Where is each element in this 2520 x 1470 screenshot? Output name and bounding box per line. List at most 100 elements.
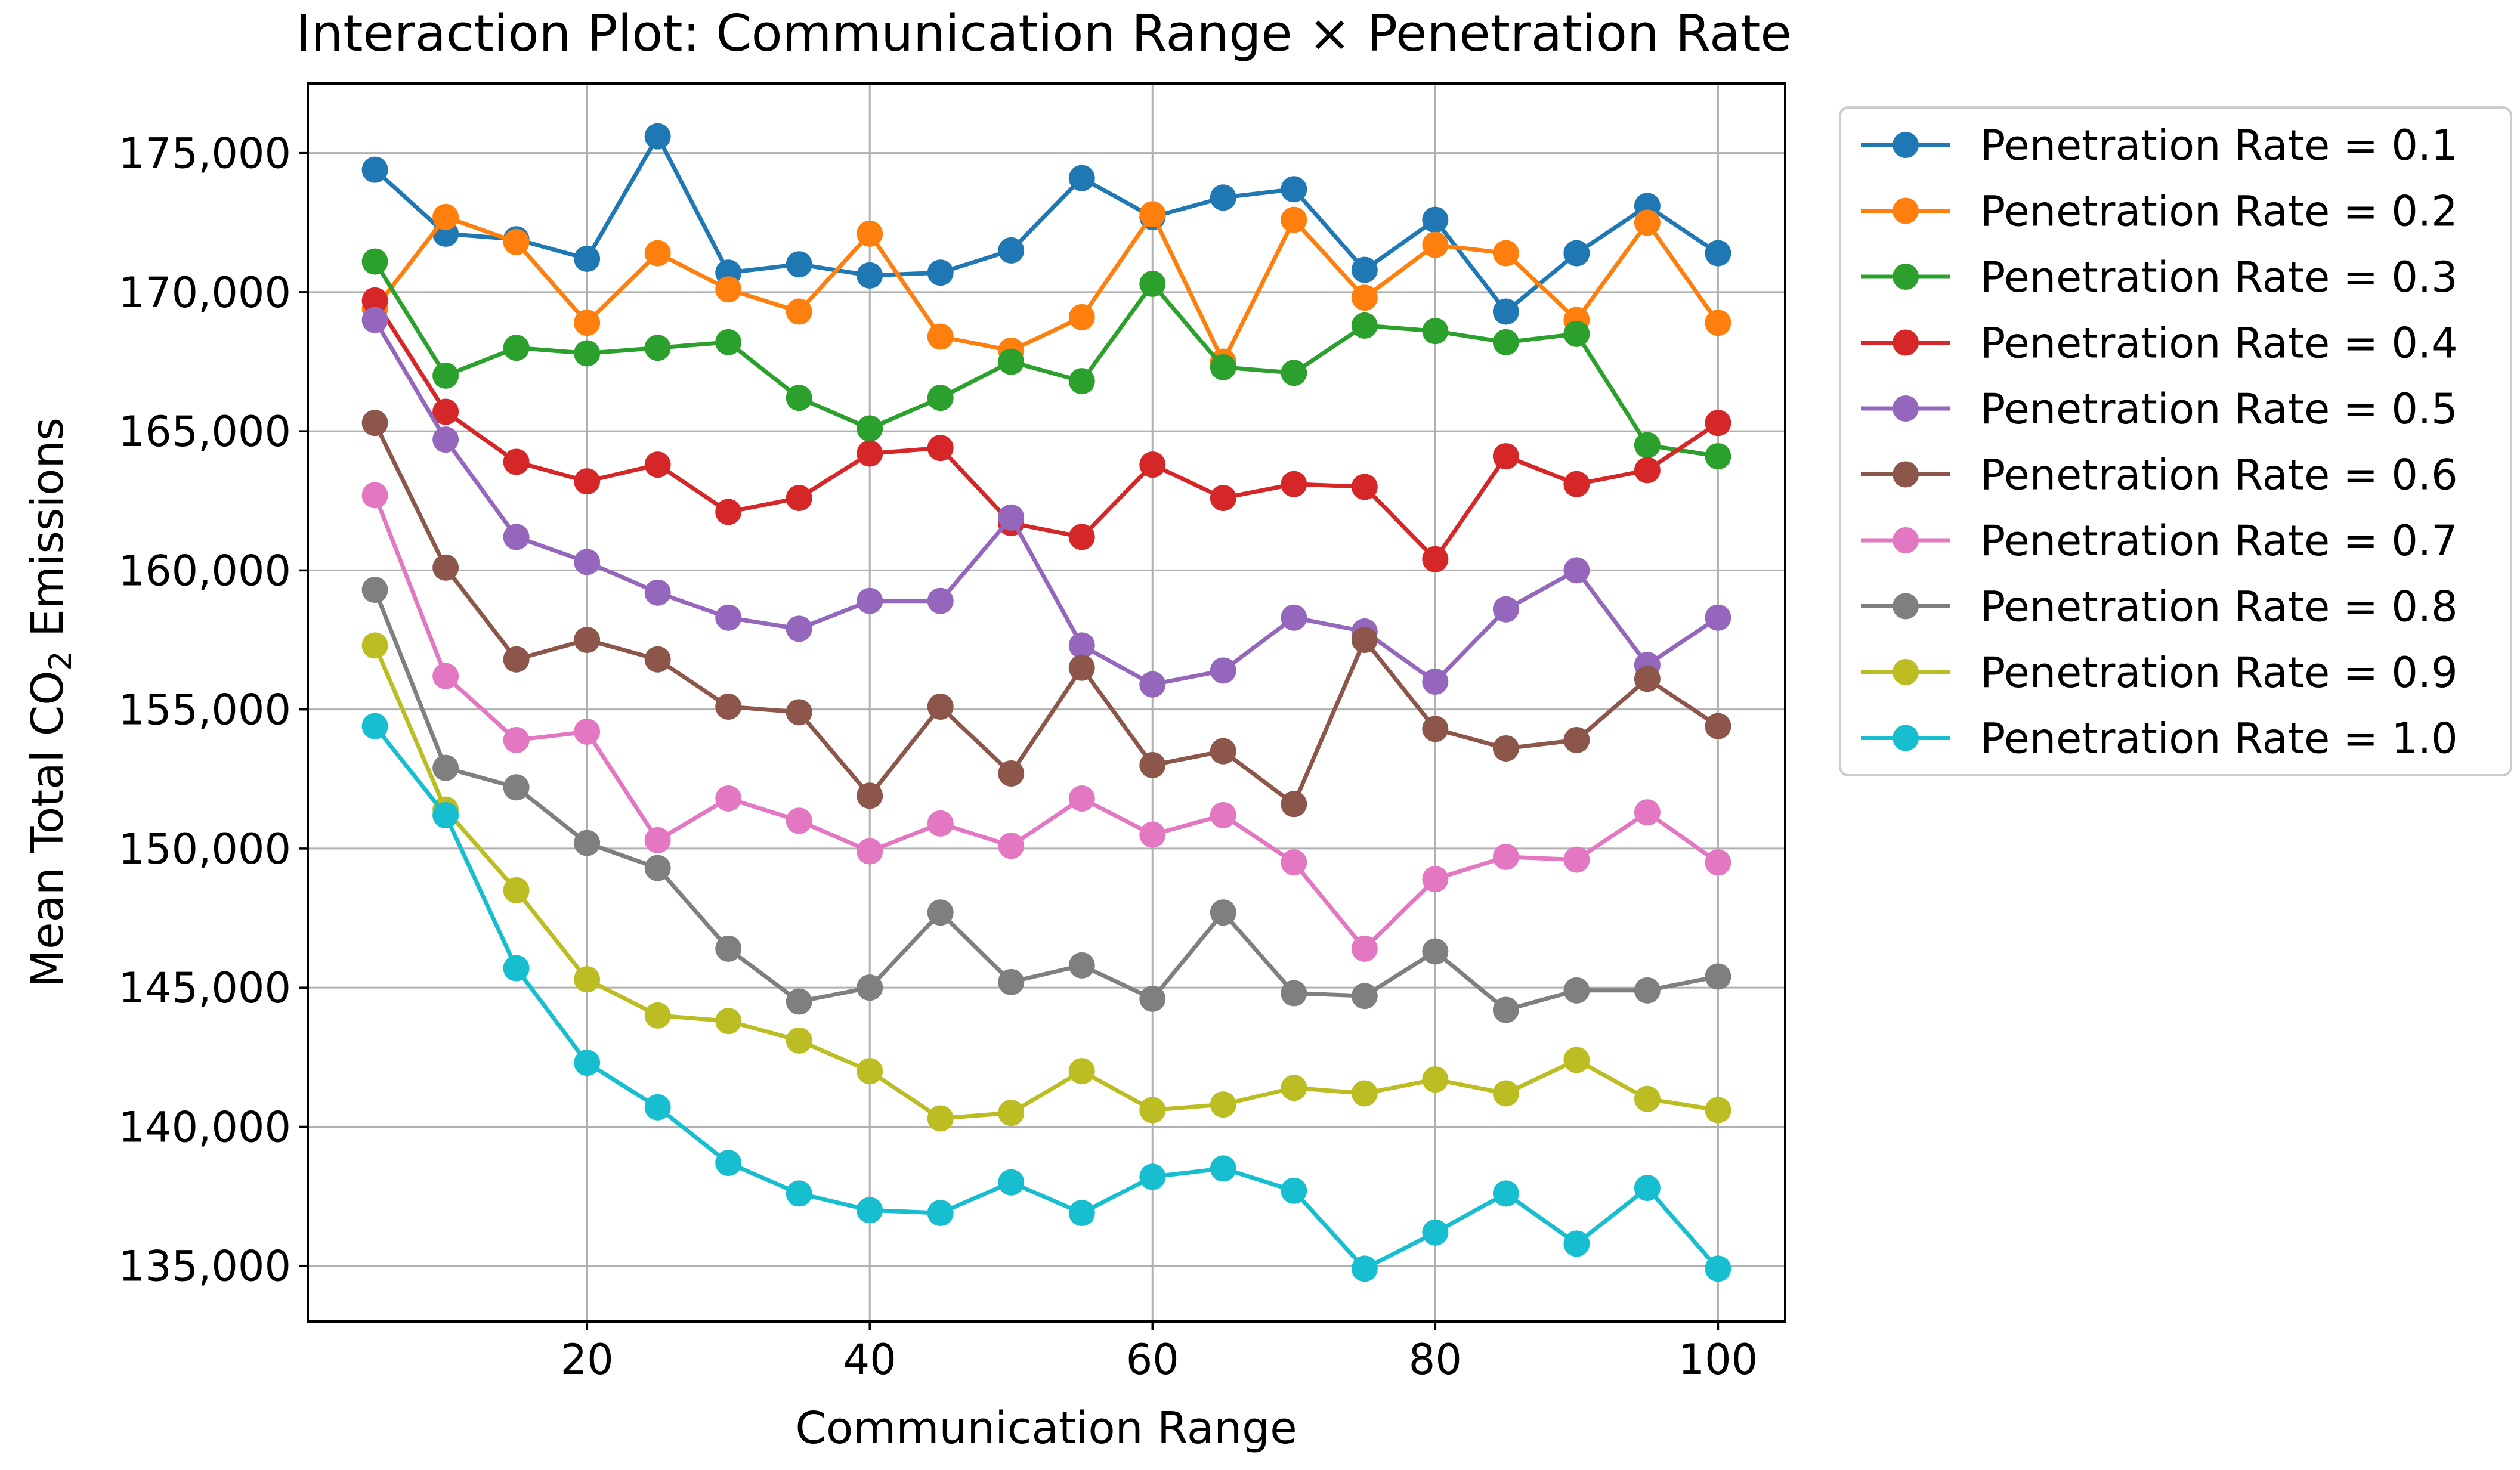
data-point [715, 935, 742, 962]
legend-label: Penetration Rate = 0.1 [1980, 121, 2458, 170]
data-point [1422, 866, 1449, 893]
data-point [927, 1105, 954, 1132]
legend: Penetration Rate = 0.1 Penetration Rate =… [1839, 106, 2512, 776]
data-point [432, 362, 459, 389]
data-point [1139, 671, 1166, 698]
data-point [786, 251, 812, 278]
data-point [503, 955, 530, 982]
data-point [998, 348, 1025, 375]
data-point [503, 726, 530, 753]
data-point [432, 426, 459, 453]
legend-swatch-marker [1893, 395, 1919, 422]
y-axis-label-subscript: 2 [43, 651, 79, 670]
legend-label: Penetration Rate = 0.8 [1980, 583, 2458, 632]
data-point [998, 833, 1025, 859]
chart-title: Interaction Plot: Communication Range × … [296, 4, 1791, 63]
data-point [1351, 474, 1378, 500]
data-point [1563, 977, 1590, 1004]
data-point [857, 1058, 883, 1085]
data-point [503, 335, 530, 361]
series-line [373, 134, 1720, 314]
data-point [644, 240, 671, 267]
data-point [1281, 360, 1307, 386]
data-point [1139, 985, 1166, 1012]
series-10 [361, 713, 1731, 1282]
data-point [432, 203, 459, 230]
data-point [1068, 632, 1095, 659]
data-point [574, 549, 601, 575]
data-point [1068, 1200, 1095, 1227]
data-point [1210, 354, 1236, 380]
legend-label: Penetration Rate = 0.9 [1980, 648, 2458, 697]
data-point [857, 782, 883, 809]
data-point [1422, 1219, 1449, 1246]
data-point [644, 646, 671, 673]
data-point [927, 1200, 954, 1227]
data-point [1563, 1230, 1590, 1257]
data-point [715, 693, 742, 720]
data-point [715, 604, 742, 631]
data-point [1705, 240, 1731, 267]
data-point [361, 713, 388, 739]
data-point [1705, 849, 1731, 876]
series-lines [361, 123, 1731, 1282]
legend-swatch-marker [1893, 197, 1919, 224]
data-point [857, 262, 883, 289]
data-point [1210, 657, 1236, 684]
data-point [1705, 443, 1731, 470]
data-point [1563, 320, 1590, 347]
y-tick-label: 160,000 [119, 546, 291, 595]
data-point [715, 1150, 742, 1177]
data-point [857, 974, 883, 1001]
legend-swatch-marker [1893, 659, 1919, 685]
y-tick-label: 150,000 [119, 825, 291, 874]
legend-entry: Penetration Rate = 0.9 [1861, 648, 2458, 697]
data-point [1563, 846, 1590, 873]
data-point [503, 448, 530, 475]
data-point [1492, 298, 1519, 325]
data-point [927, 587, 954, 614]
series-3 [361, 248, 1731, 470]
data-point [786, 485, 812, 512]
data-point [1281, 849, 1307, 876]
data-point [927, 435, 954, 462]
data-point [1351, 1080, 1378, 1107]
data-point [927, 899, 954, 926]
data-point [1492, 329, 1519, 355]
legend-entry: Penetration Rate = 0.5 [1861, 385, 2458, 434]
data-point [1422, 546, 1449, 572]
legend-label: Penetration Rate = 1.0 [1980, 714, 2458, 763]
data-point [644, 335, 671, 361]
legend-swatch-marker [1893, 527, 1919, 553]
legend-entry: Penetration Rate = 0.4 [1861, 319, 2458, 368]
data-point [927, 693, 954, 720]
y-tick-label: 175,000 [119, 129, 291, 178]
data-point [1422, 206, 1449, 233]
data-point [786, 988, 812, 1015]
series-6 [361, 410, 1731, 818]
data-point [361, 307, 388, 333]
data-point [1563, 726, 1590, 753]
data-point [574, 245, 601, 272]
data-point [1068, 785, 1095, 812]
data-point [998, 968, 1025, 995]
data-point [786, 1180, 812, 1207]
data-point [1139, 1097, 1166, 1124]
x-tick-label: 80 [1409, 1335, 1462, 1384]
data-point [1705, 1097, 1731, 1124]
data-point [1281, 791, 1307, 818]
plot-area-frame [307, 82, 1786, 1323]
y-axis-label-main: Mean Total CO [22, 671, 73, 988]
y-tick-label: 145,000 [119, 964, 291, 1013]
data-point [1634, 666, 1661, 692]
data-point [644, 1002, 671, 1029]
data-point [1281, 206, 1307, 233]
data-point [1210, 485, 1236, 512]
x-tick-label: 20 [561, 1335, 614, 1384]
legend-entry: Penetration Rate = 0.3 [1861, 253, 2458, 302]
data-point [644, 451, 671, 478]
data-point [574, 340, 601, 367]
data-point [1068, 654, 1095, 681]
data-point [715, 329, 742, 355]
series-7 [361, 482, 1731, 962]
